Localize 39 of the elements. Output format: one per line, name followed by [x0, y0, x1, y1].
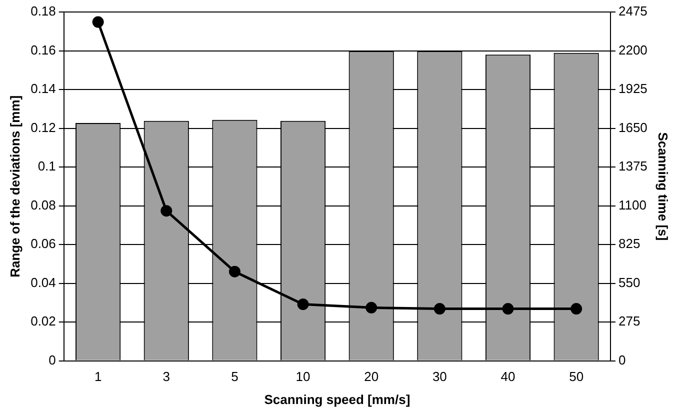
- y2-tick-label: 1650: [618, 120, 648, 135]
- y-tick-label: 0.14: [30, 81, 56, 96]
- x-tick-label: 3: [162, 369, 170, 384]
- y-tick-label: 0.08: [30, 197, 56, 212]
- x-tick-label: 5: [231, 369, 238, 384]
- y2-tick-label: 2475: [618, 4, 648, 19]
- y-axis-title: Range of the deviations [mm]: [7, 95, 22, 278]
- y-tick-label: 0.02: [30, 314, 56, 329]
- y-tick-label: 0.18: [30, 4, 56, 19]
- x-tick-label: 50: [569, 369, 584, 384]
- x-tick-label: 20: [364, 369, 379, 384]
- point: [228, 266, 240, 278]
- y2-tick-label: 1100: [618, 197, 646, 212]
- y2-tick-label: 1925: [618, 81, 648, 96]
- y2-tick-label: 1375: [618, 158, 648, 174]
- y2-axis-title: Scanning time [s]: [656, 132, 671, 241]
- y2-tick-label: 825: [618, 236, 640, 252]
- y-tick-label: 0: [48, 352, 56, 368]
- x-tick-label: 1: [94, 369, 102, 384]
- point: [570, 303, 582, 315]
- y-tick-label: 0.06: [30, 236, 56, 252]
- point: [297, 298, 309, 310]
- point: [92, 16, 104, 28]
- y-tick-label: 0.16: [30, 42, 56, 58]
- y-tick-label: 0.12: [30, 120, 56, 135]
- y2-tick-label: 550: [618, 274, 640, 290]
- point: [502, 303, 514, 315]
- x-tick-label: 10: [296, 369, 310, 384]
- y2-tick-label: 275: [618, 314, 640, 329]
- x-tick-label: 30: [432, 369, 447, 384]
- y2-tick-label: 0: [618, 352, 626, 368]
- point: [434, 303, 446, 315]
- x-axis-title: Scanning speed [mm/s]: [264, 392, 410, 407]
- point: [366, 302, 378, 314]
- y-tick-label: 0.1: [38, 158, 56, 174]
- point: [160, 205, 172, 217]
- y-tick-label: 0.04: [30, 274, 56, 290]
- y2-tick-label: 2200: [618, 42, 648, 58]
- x-tick-label: 40: [500, 369, 516, 384]
